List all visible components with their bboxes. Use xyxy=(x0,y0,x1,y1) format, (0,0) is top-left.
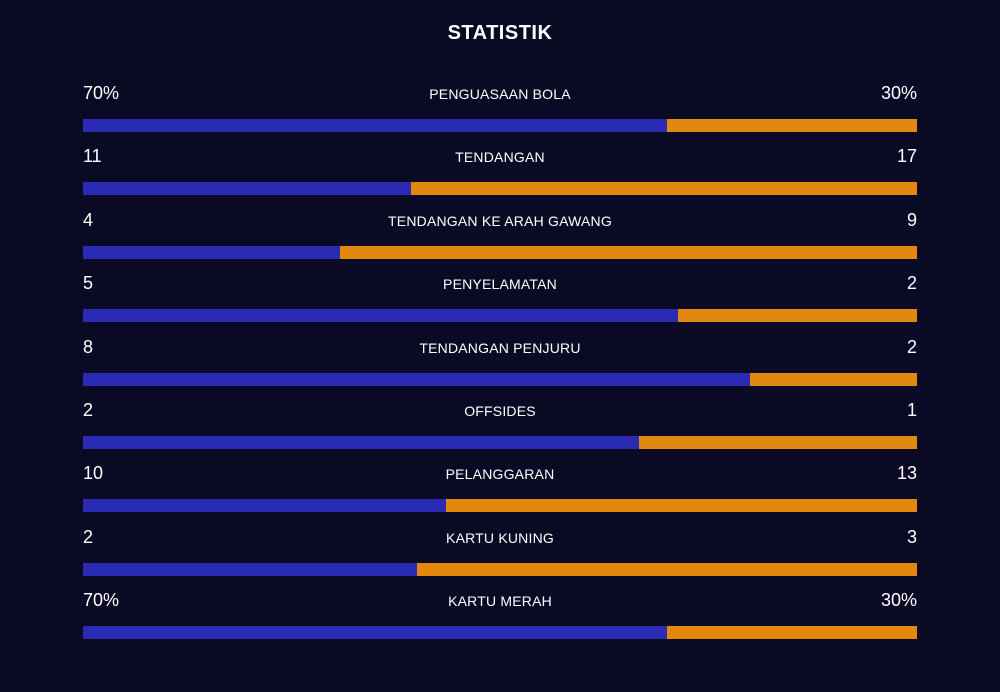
away-bar-fill xyxy=(339,245,917,259)
comparison-bar xyxy=(83,309,917,323)
comparison-bar xyxy=(83,626,917,640)
stat-header: 70% PENGUASAAN BOLA 30% xyxy=(83,81,917,107)
home-value: 11 xyxy=(83,146,102,167)
stat-label: KARTU KUNING xyxy=(446,529,554,546)
home-bar-fill xyxy=(83,435,640,449)
home-bar-fill xyxy=(83,626,667,640)
comparison-bar xyxy=(83,245,917,259)
stat-label: OFFSIDES xyxy=(464,402,536,419)
stat-header: 8 TENDANGAN PENJURU 2 xyxy=(83,335,917,361)
away-bar-fill xyxy=(666,626,917,640)
away-bar-fill xyxy=(678,309,917,323)
stat-row: 11 TENDANGAN 17 xyxy=(83,144,917,207)
comparison-bar xyxy=(83,435,917,449)
away-bar-fill xyxy=(410,182,917,196)
home-bar-fill xyxy=(83,562,417,576)
stat-row: 70% PENGUASAAN BOLA 30% xyxy=(83,81,917,144)
away-bar-fill xyxy=(416,562,917,576)
stat-label: TENDANGAN xyxy=(455,149,545,166)
away-value: 13 xyxy=(896,463,917,484)
home-value: 8 xyxy=(83,336,94,357)
away-value: 2 xyxy=(906,336,917,357)
away-value: 3 xyxy=(906,526,917,547)
stat-row: 8 TENDANGAN PENJURU 2 xyxy=(83,335,917,398)
away-value: 30% xyxy=(880,590,917,611)
away-value: 30% xyxy=(880,83,917,103)
home-bar-fill xyxy=(83,119,667,132)
home-value: 70% xyxy=(83,590,120,611)
away-value: 1 xyxy=(906,399,917,420)
home-bar-fill xyxy=(83,309,679,323)
away-value: 9 xyxy=(906,209,917,230)
stat-header: 70% KARTU MERAH 30% xyxy=(83,588,917,614)
away-bar-fill xyxy=(445,499,917,513)
stat-header: 2 OFFSIDES 1 xyxy=(83,398,917,424)
home-value: 2 xyxy=(83,399,94,420)
stat-label: KARTU MERAH xyxy=(448,593,552,610)
page-title: STATISTIK xyxy=(447,22,553,44)
away-value: 17 xyxy=(896,146,917,167)
stat-header: 5 PENYELAMATAN 2 xyxy=(83,271,917,297)
stat-label: TENDANGAN KE ARAH GAWANG xyxy=(388,212,612,229)
home-bar-fill xyxy=(83,372,751,386)
stat-header: 4 TENDANGAN KE ARAH GAWANG 9 xyxy=(83,208,917,234)
stat-header: 11 TENDANGAN 17 xyxy=(83,144,917,170)
stat-label: PENGUASAAN BOLA xyxy=(429,86,571,102)
stat-row: 70% KARTU MERAH 30% xyxy=(83,588,917,651)
comparison-bar xyxy=(83,182,917,196)
away-bar-fill xyxy=(666,119,917,132)
stat-row: 2 OFFSIDES 1 xyxy=(83,398,917,461)
away-bar-fill xyxy=(639,435,917,449)
home-value: 4 xyxy=(83,209,94,230)
stat-label: PELANGGARAN xyxy=(445,466,555,483)
stat-label: TENDANGAN PENJURU xyxy=(419,339,581,356)
away-bar-fill xyxy=(750,372,917,386)
stat-header: 10 PELANGGARAN 13 xyxy=(83,461,917,487)
home-value: 2 xyxy=(83,526,94,547)
stat-header: 2 KARTU KUNING 3 xyxy=(83,525,917,551)
comparison-bar xyxy=(83,119,917,132)
stat-row: 5 PENYELAMATAN 2 xyxy=(83,271,917,334)
home-value: 70% xyxy=(83,83,120,103)
home-bar-fill xyxy=(83,499,446,513)
stats-list: 70% PENGUASAAN BOLA 30% 11 TENDANGAN 17 4 TENDA… xyxy=(83,81,917,652)
home-value: 10 xyxy=(83,463,104,484)
home-bar-fill xyxy=(83,245,340,259)
home-value: 5 xyxy=(83,273,94,294)
stat-label: PENYELAMATAN xyxy=(443,276,557,293)
stat-row: 2 KARTU KUNING 3 xyxy=(83,525,917,588)
stat-row: 10 PELANGGARAN 13 xyxy=(83,461,917,524)
comparison-bar xyxy=(83,499,917,513)
home-bar-fill xyxy=(83,182,411,196)
comparison-bar xyxy=(83,562,917,576)
stat-row: 4 TENDANGAN KE ARAH GAWANG 9 xyxy=(83,208,917,271)
away-value: 2 xyxy=(906,273,917,294)
comparison-bar xyxy=(83,372,917,386)
